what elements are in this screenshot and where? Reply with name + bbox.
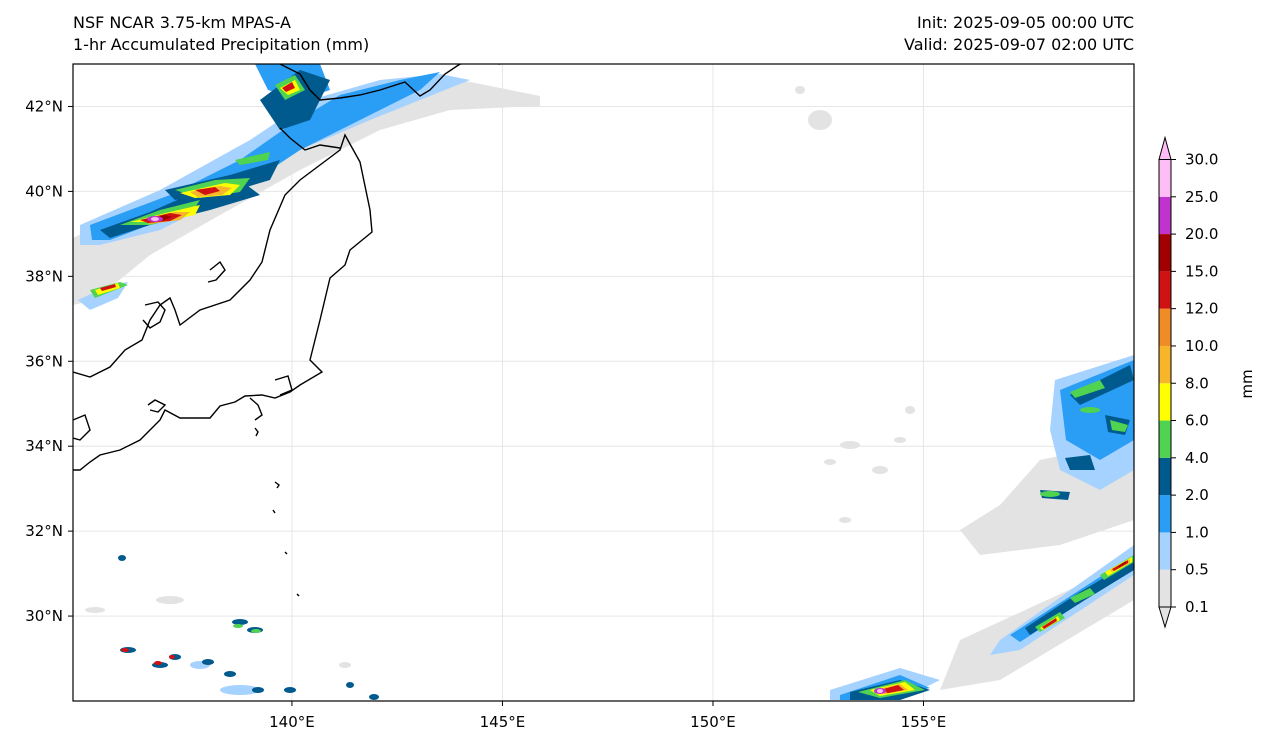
colorbar-tick-label: 0.5 bbox=[1185, 561, 1209, 579]
lat-tick-label: 32°N bbox=[25, 522, 63, 540]
colorbar-segment bbox=[1159, 159, 1171, 197]
precip-over-30 bbox=[151, 217, 883, 693]
map-title-right: Init: 2025-09-05 00:00 UTC Valid: 2025-0… bbox=[904, 12, 1134, 56]
colorbar-tick-label: 12.0 bbox=[1185, 300, 1218, 318]
colorbar-segment bbox=[1159, 420, 1171, 458]
colorbar-tick-label: 4.0 bbox=[1185, 449, 1209, 467]
colorbar-tick-label: 8.0 bbox=[1185, 374, 1209, 392]
lon-tick-label: 150°E bbox=[690, 713, 736, 731]
colorbar-segment bbox=[1159, 569, 1171, 607]
gridlines bbox=[73, 64, 1134, 701]
lat-tick-label: 40°N bbox=[25, 182, 63, 200]
colorbar-tick-label: 15.0 bbox=[1185, 262, 1218, 280]
lon-tick-label: 140°E bbox=[269, 713, 315, 731]
map-title-left: NSF NCAR 3.75-km MPAS-A 1-hr Accumulated… bbox=[73, 12, 369, 56]
colorbar-extend-low bbox=[1158, 606, 1172, 629]
valid-time: Valid: 2025-09-07 02:00 UTC bbox=[903, 35, 1134, 54]
lat-tick-label: 38°N bbox=[25, 267, 63, 285]
colorbar-tick-label: 30.0 bbox=[1185, 151, 1218, 169]
colorbar-tick-label: 25.0 bbox=[1185, 188, 1218, 206]
lat-tick-label: 30°N bbox=[25, 607, 63, 625]
model-name: NSF NCAR 3.75-km MPAS-A bbox=[73, 13, 291, 32]
precip-field bbox=[73, 64, 1134, 700]
init-time: Init: 2025-09-05 00:00 UTC bbox=[916, 13, 1134, 32]
latitude-ticks: 42°N 40°N 38°N 36°N 34°N 32°N 30°N bbox=[25, 97, 73, 625]
colorbar-tick-label: 10.0 bbox=[1185, 337, 1218, 355]
longitude-ticks: 140°E 145°E 150°E 155°E bbox=[269, 701, 946, 731]
colorbar-segment bbox=[1159, 196, 1171, 235]
colorbar-segment bbox=[1159, 345, 1171, 384]
colorbar-segment bbox=[1159, 383, 1171, 421]
colorbar-tick-label: 0.1 bbox=[1185, 598, 1209, 616]
colorbar-segment bbox=[1159, 495, 1171, 533]
colorbar-extend-high bbox=[1158, 135, 1172, 160]
colorbar-tick-label: 1.0 bbox=[1185, 523, 1209, 541]
colorbar-unit-label: mm bbox=[1238, 369, 1256, 398]
field-name: 1-hr Accumulated Precipitation (mm) bbox=[73, 35, 370, 54]
lat-tick-label: 42°N bbox=[25, 97, 63, 115]
colorbar-segment bbox=[1159, 271, 1171, 309]
colorbar: 0.1 0.5 1.0 2.0 4.0 6.0 8.0 10.0 12.0 15.0 20.0 25.… bbox=[1158, 135, 1218, 629]
colorbar-segment bbox=[1159, 308, 1171, 346]
colorbar-tick-label: 20.0 bbox=[1185, 225, 1218, 243]
lat-tick-label: 34°N bbox=[25, 437, 63, 455]
coastlines bbox=[73, 64, 500, 597]
lon-tick-label: 155°E bbox=[901, 713, 947, 731]
colorbar-segment bbox=[1159, 457, 1171, 496]
colorbar-segment bbox=[1159, 234, 1171, 272]
colorbar-tick-label: 2.0 bbox=[1185, 486, 1209, 504]
colorbar-tick-label: 6.0 bbox=[1185, 412, 1209, 430]
map-frame bbox=[72, 63, 1135, 702]
colorbar-segment bbox=[1159, 532, 1171, 570]
lat-tick-label: 36°N bbox=[25, 352, 63, 370]
lon-tick-label: 145°E bbox=[480, 713, 526, 731]
